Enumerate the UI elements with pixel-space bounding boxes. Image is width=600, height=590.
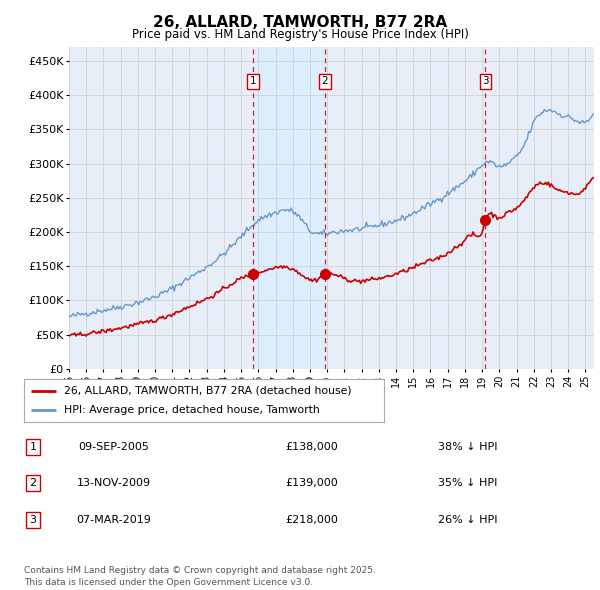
Text: 35% ↓ HPI: 35% ↓ HPI: [439, 478, 497, 488]
Text: Contains HM Land Registry data © Crown copyright and database right 2025.
This d: Contains HM Land Registry data © Crown c…: [24, 566, 376, 587]
Text: 2: 2: [322, 77, 328, 86]
Text: £218,000: £218,000: [286, 516, 338, 525]
Text: 09-SEP-2005: 09-SEP-2005: [79, 442, 149, 451]
Text: 26, ALLARD, TAMWORTH, B77 2RA (detached house): 26, ALLARD, TAMWORTH, B77 2RA (detached …: [64, 386, 351, 396]
Text: 1: 1: [250, 77, 256, 86]
Bar: [253, 47, 325, 369]
Text: 1: 1: [29, 442, 37, 451]
Text: 38% ↓ HPI: 38% ↓ HPI: [438, 442, 498, 451]
Text: HPI: Average price, detached house, Tamworth: HPI: Average price, detached house, Tamw…: [64, 405, 319, 415]
Text: 26, ALLARD, TAMWORTH, B77 2RA: 26, ALLARD, TAMWORTH, B77 2RA: [153, 15, 447, 30]
Text: 3: 3: [482, 77, 488, 86]
Text: Price paid vs. HM Land Registry's House Price Index (HPI): Price paid vs. HM Land Registry's House …: [131, 28, 469, 41]
Text: 13-NOV-2009: 13-NOV-2009: [77, 478, 151, 488]
Text: £139,000: £139,000: [286, 478, 338, 488]
Text: 07-MAR-2019: 07-MAR-2019: [77, 516, 151, 525]
Text: 2: 2: [29, 478, 37, 488]
Text: £138,000: £138,000: [286, 442, 338, 451]
Text: 3: 3: [29, 516, 37, 525]
Text: 26% ↓ HPI: 26% ↓ HPI: [438, 516, 498, 525]
